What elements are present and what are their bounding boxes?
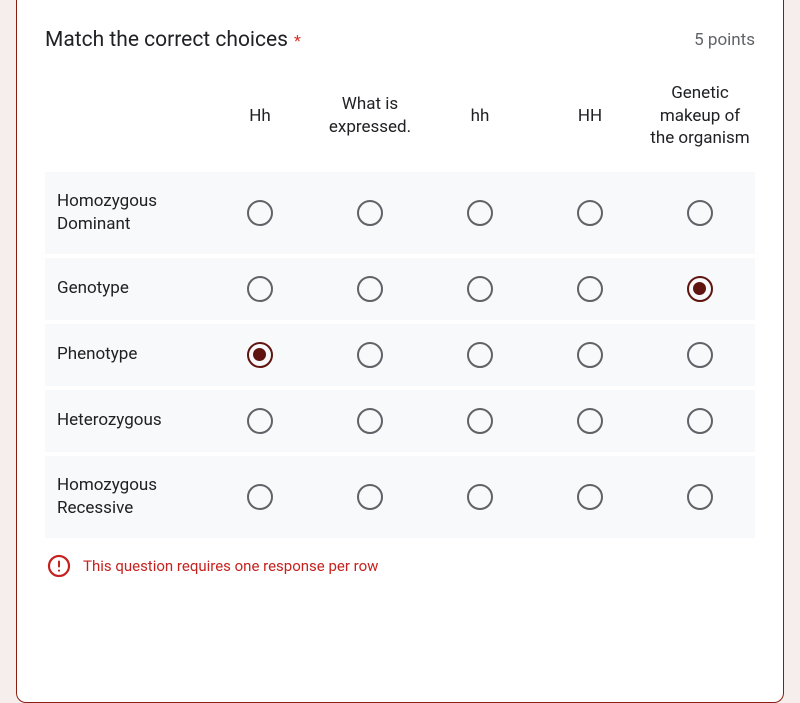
radio-option[interactable] <box>467 484 493 510</box>
alert-icon <box>47 554 71 578</box>
radio-option[interactable] <box>467 408 493 434</box>
grid-cell <box>535 258 645 320</box>
grid-cell <box>425 172 535 254</box>
radio-option[interactable] <box>357 276 383 302</box>
column-header: hh <box>425 78 535 168</box>
grid-cell <box>205 390 315 452</box>
grid-cell <box>535 172 645 254</box>
radio-option[interactable] <box>577 484 603 510</box>
column-header: HH <box>535 78 645 168</box>
grid-cell <box>645 172 755 254</box>
grid-cell <box>535 390 645 452</box>
error-message: This question requires one response per … <box>83 557 378 575</box>
row-header: Heterozygous <box>45 390 205 452</box>
row-header: Phenotype <box>45 324 205 386</box>
grid-cell <box>205 258 315 320</box>
radio-option[interactable] <box>357 200 383 226</box>
radio-option[interactable] <box>577 276 603 302</box>
row-header: Homozygous Recessive <box>45 456 205 538</box>
radio-option[interactable] <box>577 342 603 368</box>
grid-cell <box>315 172 425 254</box>
grid-cell <box>645 324 755 386</box>
radio-option[interactable] <box>357 408 383 434</box>
grid-cell <box>315 390 425 452</box>
radio-option[interactable] <box>687 276 713 302</box>
grid-cell <box>535 324 645 386</box>
radio-option[interactable] <box>577 200 603 226</box>
grid-cell <box>645 456 755 538</box>
column-header: Hh <box>205 78 315 168</box>
grid-cell <box>425 456 535 538</box>
match-grid: Hh What is expressed. hh HH Genetic make… <box>45 78 755 538</box>
required-asterisk: * <box>294 31 301 50</box>
radio-option[interactable] <box>467 342 493 368</box>
grid-cell <box>205 324 315 386</box>
radio-option[interactable] <box>357 342 383 368</box>
radio-option[interactable] <box>247 408 273 434</box>
grid-cell <box>535 456 645 538</box>
radio-option[interactable] <box>687 200 713 226</box>
grid-cell <box>315 258 425 320</box>
radio-option[interactable] <box>577 408 603 434</box>
radio-option[interactable] <box>247 276 273 302</box>
row-header: Genotype <box>45 258 205 320</box>
question-header: Match the correct choices * 5 points <box>45 28 755 52</box>
radio-option[interactable] <box>467 200 493 226</box>
question-card: Match the correct choices * 5 points Hh … <box>16 0 784 703</box>
question-title-wrap: Match the correct choices * <box>45 28 301 52</box>
validation-error: This question requires one response per … <box>47 554 755 578</box>
grid-cell <box>425 324 535 386</box>
column-header: What is expressed. <box>315 78 425 168</box>
radio-option[interactable] <box>687 484 713 510</box>
grid-cell <box>425 390 535 452</box>
grid-cell <box>645 390 755 452</box>
radio-option[interactable] <box>467 276 493 302</box>
radio-option[interactable] <box>247 342 273 368</box>
grid-cell <box>205 456 315 538</box>
radio-option[interactable] <box>247 484 273 510</box>
radio-option[interactable] <box>247 200 273 226</box>
grid-cell <box>315 324 425 386</box>
radio-option[interactable] <box>357 484 383 510</box>
grid-cell <box>645 258 755 320</box>
grid-cell <box>205 172 315 254</box>
question-title: Match the correct choices <box>45 28 288 52</box>
grid-corner-spacer <box>45 78 205 168</box>
grid-cell <box>425 258 535 320</box>
row-header: Homozygous Dominant <box>45 172 205 254</box>
radio-option[interactable] <box>687 408 713 434</box>
points-label: 5 points <box>694 30 755 50</box>
column-header: Genetic makeup of the organism <box>645 78 755 168</box>
grid-cell <box>315 456 425 538</box>
radio-option[interactable] <box>687 342 713 368</box>
